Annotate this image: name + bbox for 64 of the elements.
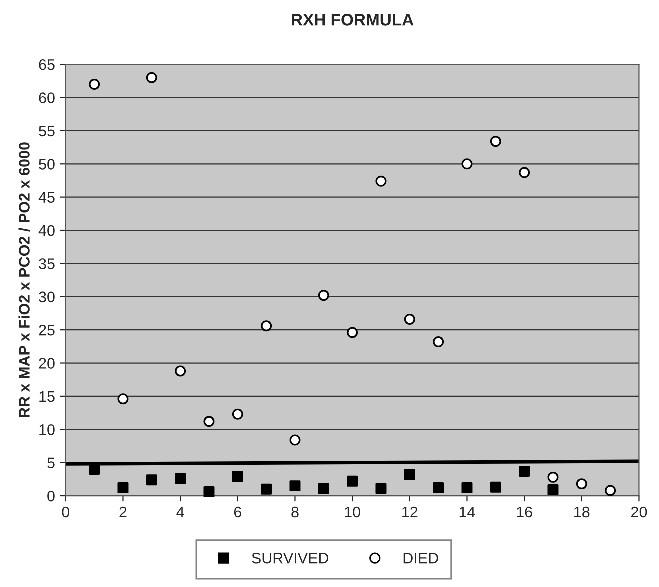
point (490, 482, 502, 493)
x-tick-label: 10 (345, 506, 360, 518)
point (175, 366, 186, 377)
point (318, 290, 330, 302)
point (347, 476, 358, 487)
point (232, 408, 244, 420)
point (204, 416, 215, 428)
y-tick-label: 0 (48, 490, 55, 502)
point (261, 320, 272, 332)
y-tick-label: 15 (40, 391, 55, 402)
point (146, 474, 158, 486)
point (232, 471, 244, 482)
point (290, 434, 301, 446)
point (175, 473, 186, 484)
point (605, 485, 616, 496)
x-tick-label: 8 (292, 506, 299, 518)
y-tick-label: 40 (38, 225, 55, 236)
y-tick-label: 60 (39, 92, 55, 104)
point (118, 394, 129, 405)
point (404, 469, 416, 480)
y-tick-label: 25 (39, 324, 55, 336)
y-tick-label: 35 (39, 258, 55, 270)
chart-title: RXH FORMULA (292, 14, 414, 26)
point (347, 327, 358, 338)
x-tick-label: 20 (632, 506, 648, 518)
x-tick-label: 12 (402, 506, 418, 518)
point (548, 484, 559, 496)
point (433, 336, 444, 348)
y-tick-label: 10 (40, 424, 55, 436)
x-tick-label: 2 (120, 506, 127, 518)
y-tick-label: 30 (39, 292, 55, 303)
point (318, 483, 330, 494)
point (519, 167, 530, 178)
point (462, 158, 473, 170)
point (576, 478, 588, 490)
point (490, 136, 502, 148)
point (376, 483, 387, 494)
y-tick-label: 45 (38, 192, 55, 204)
y-tick-label: 55 (39, 126, 55, 137)
x-tick-label: 14 (460, 506, 476, 518)
point (462, 482, 473, 494)
point (89, 78, 100, 90)
legend-label: DIED (404, 553, 438, 564)
point (376, 176, 387, 187)
point (290, 480, 301, 492)
x-tick-label: 6 (234, 506, 242, 518)
y-tick-label: 5 (48, 458, 55, 469)
x-tick-label: 16 (517, 506, 532, 518)
point (433, 482, 444, 494)
y-tick-label: 50 (39, 159, 55, 170)
y-tick-label: 65 (39, 59, 55, 70)
y-tick-label: 20 (39, 358, 55, 369)
x-tick-label: 18 (574, 506, 590, 518)
point (146, 72, 158, 84)
point (261, 484, 272, 495)
y-axis-title: RR x MAP x FiO2 x PCO2 / PO2 x 6000 (18, 142, 30, 418)
legend-label: SURVIVED (252, 552, 329, 564)
x-tick-label: 4 (176, 506, 184, 518)
point (404, 314, 416, 325)
point (548, 472, 559, 483)
point (204, 486, 215, 498)
point (118, 482, 129, 494)
point (519, 466, 530, 477)
x-tick-label: 0 (62, 506, 70, 518)
